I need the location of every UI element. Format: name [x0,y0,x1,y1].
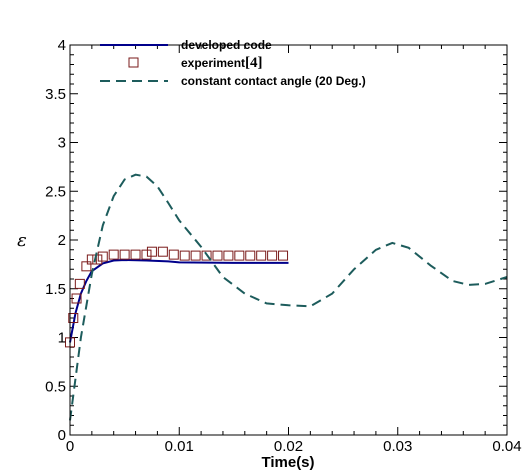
experiment-point [74,278,85,289]
x-tick-label: 0.01 [165,438,194,455]
series-0-line [69,258,289,343]
y-tick-label: 2 [58,232,66,249]
x-tick-label: 0.03 [383,438,412,455]
y-tick-label: 2.5 [45,183,66,200]
experiment-point [108,249,119,260]
experiment-point [157,246,168,257]
axis-ticks [69,44,508,436]
plot-area [65,173,508,421]
experiment-point [212,250,223,261]
plot-frame [69,44,508,436]
experiment-point [234,250,245,261]
y-tick-label: 4 [58,37,66,54]
legend-label-constant-contact-angle: constant contact angle (20 Deg.) [181,74,366,88]
y-axis-label: ε [17,230,27,251]
experiment-point [146,246,157,257]
x-tick-label: 0.04 [492,438,521,455]
y-tick-label: 3.5 [45,86,66,103]
experiment-point [256,250,267,261]
legend: developed code experiment[4] constant co… [100,38,366,88]
experiment-point [92,254,103,265]
legend-label-developed-code: developed code [181,38,272,52]
experiment-point [141,249,152,260]
series-1-markers [65,246,289,348]
series-2-line [69,173,508,421]
x-tick-labels: 0 0.01 0.02 0.03 0.04 [66,438,522,455]
y-tick-label: 1.5 [45,281,66,298]
experiment-point [223,250,234,261]
experiment-point [278,250,289,261]
experiment-point [179,250,190,261]
x-axis-label: Time(s) [261,454,314,471]
x-tick-label: 0 [66,438,74,455]
x-tick-label: 0.02 [274,438,303,455]
experiment-point [86,254,97,265]
experiment-point [168,249,179,260]
experiment-point [119,249,130,260]
y-tick-labels: 0 0.5 1 1.5 2 2.5 3 3.5 4 [45,37,66,444]
legend-label-experiment: experiment[4] [181,55,263,71]
legend-label-experiment-name: experiment [181,56,245,70]
experiment-point [245,250,256,261]
y-tick-label: 0.5 [45,378,66,395]
experiment-point [81,261,92,272]
legend-swatch-experiment [128,57,139,68]
experiment-point [130,249,141,260]
experiment-point [97,251,108,262]
experiment-point [201,250,212,261]
experiment-point [68,313,79,323]
y-tick-label: 0 [58,427,66,444]
legend-label-experiment-ref: [4] [245,55,263,71]
experiment-point [190,250,201,261]
y-tick-label: 3 [58,135,66,152]
experiment-point [267,250,278,261]
experiment-point [71,293,82,304]
y-tick-label: 1 [58,330,66,347]
